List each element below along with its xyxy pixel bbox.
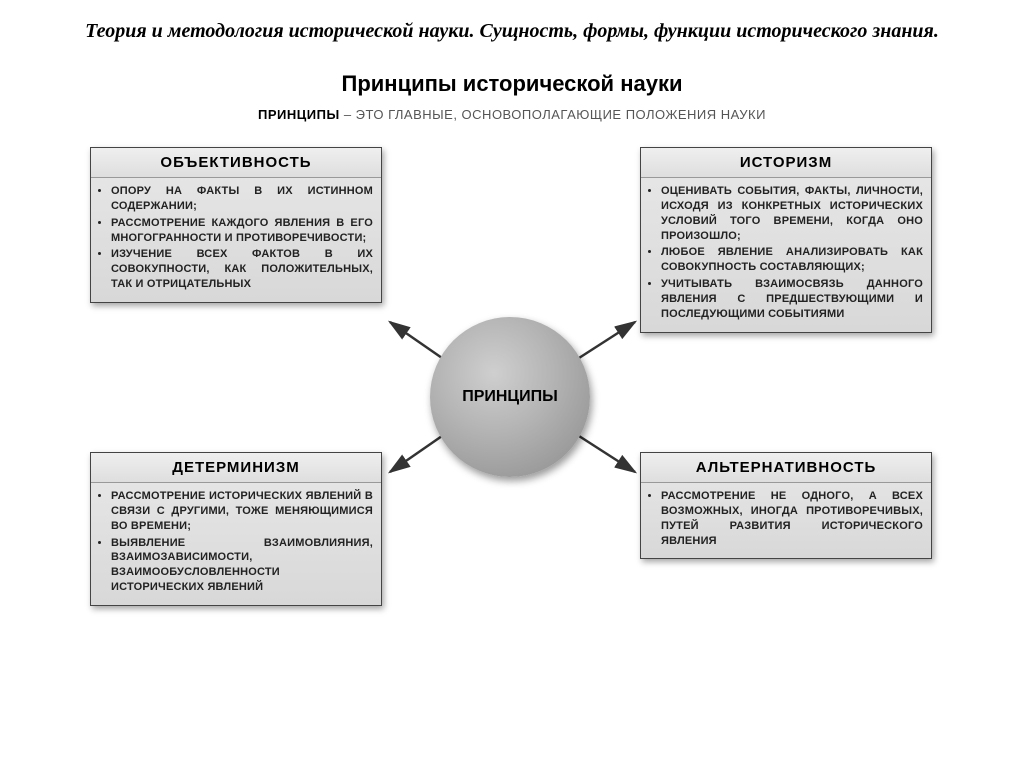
box-alternativity-title: АЛЬТЕРНАТИВНОСТЬ — [641, 453, 931, 483]
list-item: ОПОРУ НА ФАКТЫ В ИХ ИСТИННОМ СОДЕРЖАНИИ; — [111, 184, 373, 214]
box-alternativity: АЛЬТЕРНАТИВНОСТЬ РАССМОТРЕНИЕ НЕ ОДНОГО,… — [640, 452, 932, 559]
box-objectivity: ОБЪЕКТИВНОСТЬ ОПОРУ НА ФАКТЫ В ИХ ИСТИНН… — [90, 147, 382, 303]
box-determinism-list: РАССМОТРЕНИЕ ИСТОРИЧЕСКИХ ЯВЛЕНИЙ В СВЯЗ… — [99, 489, 373, 595]
list-item: ОЦЕНИВАТЬ СОБЫТИЯ, ФАКТЫ, ЛИЧНОСТИ, ИСХО… — [661, 184, 923, 243]
list-item: УЧИТЫВАТЬ ВЗАИМОСВЯЗЬ ДАННОГО ЯВЛЕНИЯ С … — [661, 277, 923, 322]
box-determinism: ДЕТЕРМИНИЗМ РАССМОТРЕНИЕ ИСТОРИЧЕСКИХ ЯВ… — [90, 452, 382, 606]
list-item: ИЗУЧЕНИЕ ВСЕХ ФАКТОВ В ИХ СОВОКУПНОСТИ, … — [111, 247, 373, 292]
box-historism: ИСТОРИЗМ ОЦЕНИВАТЬ СОБЫТИЯ, ФАКТЫ, ЛИЧНО… — [640, 147, 932, 333]
subtitle: ПРИНЦИПЫ – ЭТО ГЛАВНЫЕ, ОСНОВОПОЛАГАЮЩИЕ… — [0, 107, 1024, 122]
box-historism-list: ОЦЕНИВАТЬ СОБЫТИЯ, ФАКТЫ, ЛИЧНОСТИ, ИСХО… — [649, 184, 923, 322]
box-historism-title: ИСТОРИЗМ — [641, 148, 931, 178]
center-circle: ПРИНЦИПЫ — [430, 317, 590, 477]
list-item: ВЫЯВЛЕНИЕ ВЗАИМОВЛИЯНИЯ, ВЗАИМОЗАВИСИМОС… — [111, 536, 373, 595]
list-item: ЛЮБОЕ ЯВЛЕНИЕ АНАЛИЗИРОВАТЬ КАК СОВОКУПН… — [661, 245, 923, 275]
center-label: ПРИНЦИПЫ — [462, 388, 558, 406]
box-objectivity-title: ОБЪЕКТИВНОСТЬ — [91, 148, 381, 178]
section-title: Принципы исторической науки — [0, 71, 1024, 97]
page-title: Теория и методология исторической науки.… — [0, 0, 1024, 53]
list-item: РАССМОТРЕНИЕ ИСТОРИЧЕСКИХ ЯВЛЕНИЙ В СВЯЗ… — [111, 489, 373, 534]
box-alternativity-list: РАССМОТРЕНИЕ НЕ ОДНОГО, А ВСЕХ ВОЗМОЖНЫХ… — [649, 489, 923, 548]
diagram: ОБЪЕКТИВНОСТЬ ОПОРУ НА ФАКТЫ В ИХ ИСТИНН… — [0, 122, 1024, 682]
box-determinism-title: ДЕТЕРМИНИЗМ — [91, 453, 381, 483]
list-item: РАССМОТРЕНИЕ КАЖДОГО ЯВЛЕНИЯ В ЕГО МНОГО… — [111, 216, 373, 246]
box-objectivity-list: ОПОРУ НА ФАКТЫ В ИХ ИСТИННОМ СОДЕРЖАНИИ;… — [99, 184, 373, 292]
list-item: РАССМОТРЕНИЕ НЕ ОДНОГО, А ВСЕХ ВОЗМОЖНЫХ… — [661, 489, 923, 548]
subtitle-bold: ПРИНЦИПЫ — [258, 107, 340, 122]
subtitle-rest: – ЭТО ГЛАВНЫЕ, ОСНОВОПОЛАГАЮЩИЕ ПОЛОЖЕНИ… — [340, 107, 766, 122]
